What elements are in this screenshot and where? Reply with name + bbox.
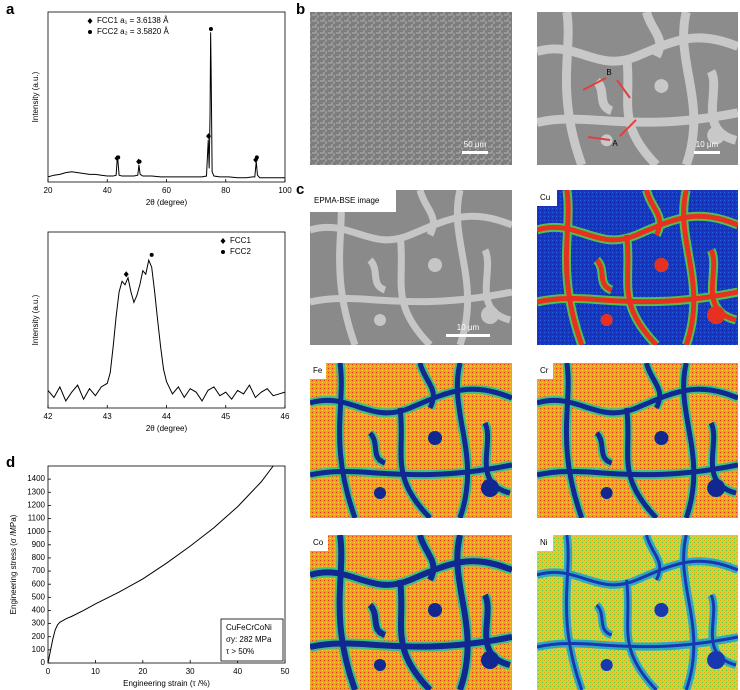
map-label: Cr	[540, 366, 549, 375]
x-axis-label: 2θ (degree)	[146, 198, 188, 207]
y-tick-label: 800	[32, 553, 46, 562]
y-axis-label: Intensity (a.u.)	[31, 71, 40, 122]
y-tick-label: 1100	[28, 514, 46, 523]
x-tick-label: 42	[44, 412, 53, 421]
marker	[254, 155, 259, 160]
map: Ni	[537, 535, 738, 690]
y-tick-label: 600	[32, 579, 46, 588]
marker	[123, 271, 129, 278]
y-tick-label: 300	[32, 619, 46, 628]
scale-bar-label: 10 μm	[457, 323, 480, 332]
y-tick-label: 1200	[27, 501, 45, 510]
x-tick-label: 10	[91, 667, 100, 676]
data-line	[47, 32, 285, 179]
panel-label: b	[296, 1, 305, 18]
y-axis-label: Intensity (a.u.)	[31, 294, 40, 345]
map-label: Ni	[540, 538, 548, 547]
annotation-box	[220, 618, 284, 662]
annotation: σy: 282 MPa	[226, 635, 272, 644]
panel-label: a	[6, 1, 15, 18]
map-label: Co	[313, 538, 324, 547]
legend-label: FCC1 a₁ = 3.6138 Å	[97, 16, 169, 25]
legend-label: FCC1	[230, 236, 251, 245]
map-label: Fe	[313, 366, 323, 375]
scale-bar-label: 10 μm	[696, 140, 719, 149]
data-line	[47, 258, 286, 403]
legend-label: FCC2 a₂ = 3.5820 Å	[97, 27, 169, 36]
y-tick-label: 900	[32, 540, 46, 549]
x-tick-label: 0	[46, 667, 51, 676]
map: Co	[310, 535, 512, 690]
legend-marker	[88, 30, 92, 34]
plot-frame	[47, 465, 286, 664]
x-tick-label: 46	[281, 412, 290, 421]
map-label: EPMA-BSE image	[314, 196, 380, 205]
x-tick-label: 45	[221, 412, 230, 421]
marker	[208, 27, 213, 31]
data-line	[47, 465, 274, 664]
x-tick-label: 20	[44, 186, 53, 195]
marker	[149, 252, 154, 257]
y-tick-label: 1300	[27, 487, 45, 496]
y-tick-label: 100	[32, 645, 46, 654]
x-tick-label: 40	[103, 186, 112, 195]
micrograph: B A 10 μm	[537, 12, 738, 165]
legend-marker	[221, 250, 225, 254]
y-tick-label: 400	[32, 606, 46, 615]
annotation: A	[612, 139, 618, 148]
y-tick-label: 700	[32, 566, 46, 575]
y-tick-label: 500	[32, 592, 46, 601]
y-tick-label: 1400	[27, 474, 45, 483]
y-tick-label: 1000	[27, 527, 45, 536]
x-tick-label: 100	[278, 186, 292, 195]
map: Cu	[537, 190, 738, 345]
legend-marker	[87, 18, 93, 24]
map-label: Cu	[540, 193, 550, 202]
y-tick-label: 200	[32, 632, 46, 641]
x-tick-label: 50	[281, 667, 290, 676]
marker	[253, 156, 259, 163]
legend-marker	[220, 238, 226, 244]
marker	[137, 159, 142, 164]
y-tick-label: 0	[41, 658, 46, 667]
micrograph: 50 μm	[310, 12, 512, 165]
map: Cr	[537, 363, 738, 518]
map: EPMA-BSE image 10 μm	[310, 190, 512, 345]
panel-label: c	[296, 181, 304, 198]
x-tick-label: 20	[138, 667, 147, 676]
x-tick-label: 60	[162, 186, 171, 195]
x-axis-label: 2θ (degree)	[146, 424, 188, 433]
panel-label: d	[6, 454, 15, 471]
x-tick-label: 80	[221, 186, 230, 195]
x-tick-label: 40	[233, 667, 242, 676]
y-axis-label: Engineering stress (σ /MPa)	[9, 514, 18, 614]
x-tick-label: 30	[186, 667, 195, 676]
annotation: τ > 50%	[226, 647, 254, 656]
marker	[116, 155, 121, 160]
annotation: CuFeCrCoNi	[226, 623, 272, 632]
x-axis-label: Engineering strain (τ /%)	[123, 679, 210, 688]
legend-label: FCC2	[230, 247, 251, 256]
x-tick-label: 44	[162, 412, 171, 421]
scale-bar-label: 50 μm	[464, 140, 487, 149]
marker	[206, 133, 212, 140]
x-tick-label: 43	[103, 412, 112, 421]
plot-frame	[47, 11, 286, 183]
map: Fe	[310, 363, 512, 518]
annotation: B	[606, 68, 611, 77]
